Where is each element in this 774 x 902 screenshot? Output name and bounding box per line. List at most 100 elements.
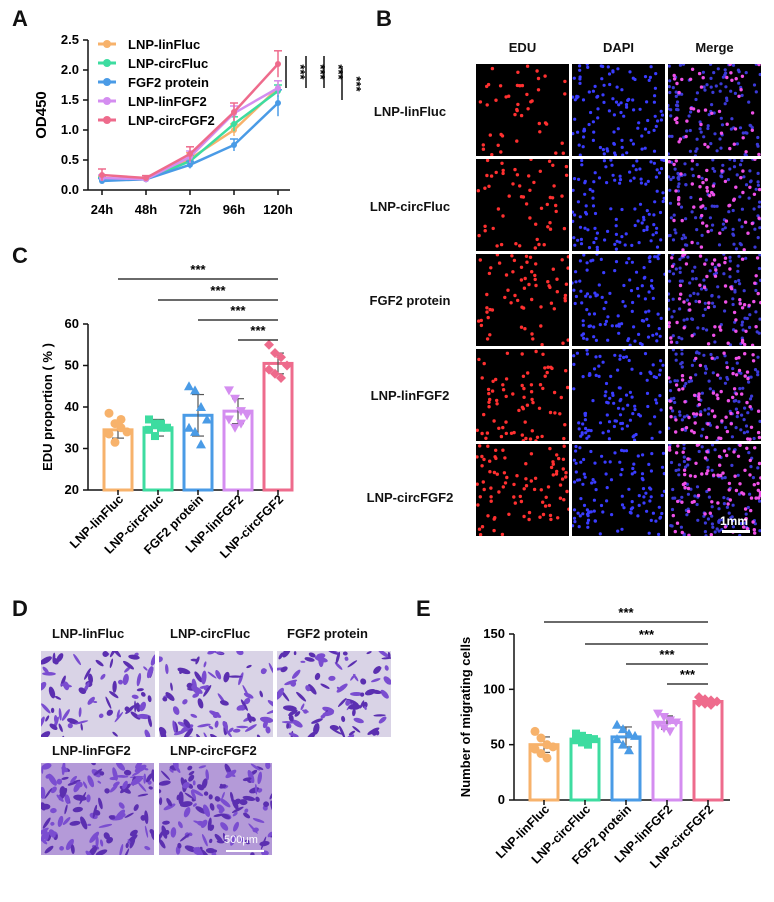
stain-label-linfluc: LNP-linFluc xyxy=(52,626,125,641)
data-point xyxy=(196,439,206,449)
stain-image-lnp-circfgf2 xyxy=(159,763,272,855)
significance-mark: *** xyxy=(250,323,266,338)
significance-mark: *** xyxy=(680,667,696,682)
scalebar-500um xyxy=(226,850,264,852)
row-label-circfgf2: LNP-circFGF2 xyxy=(366,490,454,505)
data-point xyxy=(99,172,105,178)
significance-mark: *** xyxy=(190,262,206,277)
y-tick-label: 20 xyxy=(65,482,79,497)
data-point xyxy=(653,720,663,730)
micro-image-lnp-circfgf2-dapi xyxy=(572,444,665,536)
data-point xyxy=(653,709,663,719)
column-header-dapi: DAPI xyxy=(602,40,635,55)
scalebar-label-1mm: 1mm xyxy=(720,514,749,528)
data-point xyxy=(151,432,159,441)
legend-label: LNP-linFGF2 xyxy=(128,94,207,109)
data-point xyxy=(270,348,280,359)
y-tick-label: 2.5 xyxy=(61,32,79,47)
data-point xyxy=(578,731,586,740)
stain-label-fgf2-protein: FGF2 protein xyxy=(287,626,368,641)
bar-lnp-linfluc xyxy=(102,428,134,492)
data-point xyxy=(584,740,592,749)
data-point xyxy=(122,427,132,437)
stain-label-circfluc: LNP-circFluc xyxy=(170,626,251,641)
data-point xyxy=(572,729,580,738)
data-point xyxy=(143,175,149,181)
micro-image-lnp-circfluc-dapi xyxy=(572,159,665,251)
data-point xyxy=(145,425,153,434)
significance-mark: *** xyxy=(331,64,346,80)
data-point xyxy=(694,692,704,703)
micro-image-lnp-circfluc-merge xyxy=(668,159,761,251)
data-point xyxy=(694,697,704,708)
legend-marker xyxy=(103,59,111,67)
legend-marker xyxy=(103,40,111,48)
stain-label-circfgf2: LNP-circFGF2 xyxy=(170,743,257,758)
micro-image-lnp-linfgf2-edu xyxy=(476,349,569,441)
y-tick-label: 0.5 xyxy=(61,152,79,167)
data-point xyxy=(187,151,193,157)
stain-image-lnp-circfluc xyxy=(159,651,273,737)
significance-mark: *** xyxy=(293,64,308,80)
y-tick-label: 0.0 xyxy=(61,182,79,197)
data-point xyxy=(231,121,237,127)
x-tick-label: 120h xyxy=(263,202,293,217)
scalebar-label-500um: 500μm xyxy=(224,834,258,846)
y-tick-label: 150 xyxy=(483,626,505,641)
micro-image-fgf2-protein-dapi xyxy=(572,254,665,346)
y-tick-label: 100 xyxy=(483,681,505,696)
data-point xyxy=(275,100,281,106)
data-point xyxy=(706,699,716,710)
data-point xyxy=(630,730,640,740)
data-point xyxy=(659,713,669,722)
bar-lnp-linfgf2 xyxy=(651,721,683,802)
x-tick-label: 96h xyxy=(223,202,245,217)
micro-image-lnp-circfgf2-edu xyxy=(476,444,569,536)
data-point xyxy=(665,727,675,737)
micro-image-fgf2-protein-edu xyxy=(476,254,569,346)
data-point xyxy=(104,429,114,439)
significance-mark: *** xyxy=(639,627,655,642)
data-point xyxy=(671,718,681,728)
y-tick-label: 50 xyxy=(65,358,79,373)
micro-image-fgf2-protein-merge xyxy=(668,254,761,346)
y-tick-label: 50 xyxy=(491,737,505,752)
micro-image-lnp-linfgf2-merge xyxy=(668,349,761,441)
x-tick-label: 72h xyxy=(179,202,201,217)
data-point xyxy=(230,423,240,433)
data-point xyxy=(270,368,280,379)
data-point xyxy=(618,724,628,734)
row-label-fgf2-protein: FGF2 protein xyxy=(369,293,451,308)
data-point xyxy=(618,739,628,749)
scalebar-1mm xyxy=(722,530,750,533)
legend-label: LNP-circFluc xyxy=(128,56,208,71)
panel-letter-c: C xyxy=(12,243,28,268)
data-point xyxy=(536,733,546,743)
significance-mark: *** xyxy=(659,647,675,662)
panel-letter-d: D xyxy=(12,596,28,621)
micro-image-lnp-linfluc-edu xyxy=(476,64,569,156)
y-axis-label: Number of migrating cells xyxy=(458,637,473,797)
data-point xyxy=(187,161,193,168)
significance-mark: *** xyxy=(618,605,634,620)
data-point xyxy=(151,419,159,428)
stain-image-fgf2-protein xyxy=(277,651,391,737)
data-point xyxy=(275,61,281,67)
data-point xyxy=(572,736,580,745)
significance-mark: *** xyxy=(349,76,364,92)
data-point xyxy=(145,415,153,424)
data-point xyxy=(190,426,200,436)
legend-label: LNP-circFGF2 xyxy=(128,113,215,128)
legend-label: LNP-linFluc xyxy=(128,37,200,52)
y-axis-label: EDU proportion ( % ) xyxy=(40,343,55,471)
stain-image-lnp-linfgf2 xyxy=(41,763,154,855)
legend-marker xyxy=(103,97,111,105)
micro-image-lnp-linfluc-dapi xyxy=(572,64,665,156)
y-axis-label: OD450 xyxy=(33,91,50,139)
panel-letter-a: A xyxy=(12,6,28,31)
data-point xyxy=(276,352,286,363)
data-point xyxy=(612,719,622,729)
data-point xyxy=(242,411,252,421)
data-point xyxy=(236,407,246,417)
legend-marker xyxy=(103,116,111,124)
